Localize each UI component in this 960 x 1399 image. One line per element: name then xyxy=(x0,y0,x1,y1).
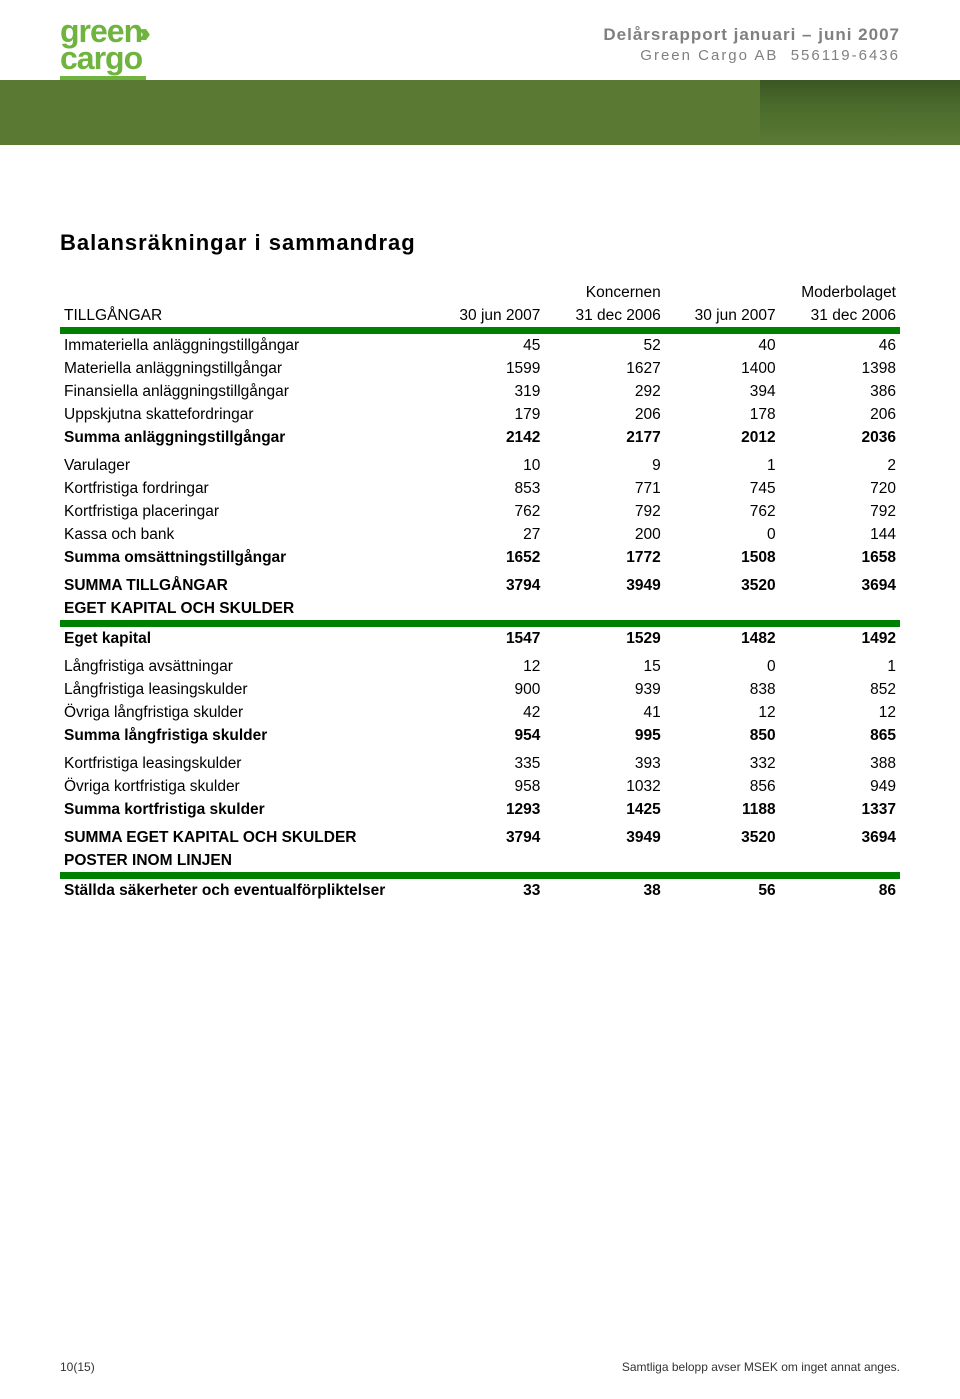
table-row: Övriga långfristiga skulder42411212 xyxy=(60,701,900,724)
table-row: Materiella anläggningstillgångar15991627… xyxy=(60,357,900,380)
table-row: Övriga kortfristiga skulder9581032856949 xyxy=(60,775,900,798)
table-row: Uppskjutna skattefordringar179206178206 xyxy=(60,403,900,426)
summa-ek-skulder-row: SUMMA EGET KAPITAL OCH SKULDER 3794 3949… xyxy=(60,826,900,849)
column-header: TILLGÅNGAR 30 jun 2007 31 dec 2006 30 ju… xyxy=(60,304,900,327)
train-image xyxy=(760,80,960,145)
table-row: Långfristiga avsättningar121501 xyxy=(60,655,900,678)
sum-omsattning-row: Summa omsättningstillgångar 1652 1772 15… xyxy=(60,546,900,569)
table-row: Immateriella anläggningstillgångar455240… xyxy=(60,334,900,357)
table-row: Finansiella anläggningstillgångar3192923… xyxy=(60,380,900,403)
footer-note: Samtliga belopp avser MSEK om inget anna… xyxy=(622,1360,900,1374)
eget-kapital-section: EGET KAPITAL OCH SKULDER xyxy=(60,597,900,620)
summa-tillgangar-row: SUMMA TILLGÅNGAR 3794 3949 3520 3694 xyxy=(60,574,900,597)
group-moderbolaget: Moderbolaget xyxy=(665,281,900,304)
table-row: Kassa och bank272000144 xyxy=(60,523,900,546)
balance-sheet-table: Koncernen Moderbolaget TILLGÅNGAR 30 jun… xyxy=(60,281,900,902)
assets-label: TILLGÅNGAR xyxy=(60,304,430,327)
logo-line2: cargo xyxy=(60,45,146,72)
logo: green›› cargo xyxy=(60,18,146,82)
page-number: 10(15) xyxy=(60,1360,95,1374)
report-title: Delårsrapport januari – juni 2007 xyxy=(603,25,900,45)
group-koncernen: Koncernen xyxy=(430,281,665,304)
table-row: Långfristiga leasingskulder900939838852 xyxy=(60,678,900,701)
stallda-sakerheter-row: Ställda säkerheter och eventualförplikte… xyxy=(60,879,900,902)
page-header: green›› cargo Delårsrapport januari – ju… xyxy=(60,0,900,170)
green-divider xyxy=(60,327,900,334)
sum-langfristiga-row: Summa långfristiga skulder 954 995 850 8… xyxy=(60,724,900,747)
table-row: Kortfristiga placeringar762792762792 xyxy=(60,500,900,523)
company-info: Green Cargo AB 556119-6436 xyxy=(603,47,900,64)
header-banner xyxy=(0,80,960,145)
green-divider xyxy=(60,620,900,627)
sum-kortfristiga-row: Summa kortfristiga skulder 1293 1425 118… xyxy=(60,798,900,821)
table-row: Varulager10912 xyxy=(60,454,900,477)
eget-kapital-row: Eget kapital 1547 1529 1482 1492 xyxy=(60,627,900,650)
header-text: Delårsrapport januari – juni 2007 Green … xyxy=(603,25,900,64)
section-title: Balansräkningar i sammandrag xyxy=(60,230,900,256)
table-row: Kortfristiga leasingskulder335393332388 xyxy=(60,752,900,775)
page-footer: 10(15) Samtliga belopp avser MSEK om ing… xyxy=(60,1360,900,1374)
green-divider xyxy=(60,872,900,879)
sum-anlaggning-row: Summa anläggningstillgångar 2142 2177 20… xyxy=(60,426,900,449)
poster-section: POSTER INOM LINJEN xyxy=(60,849,900,872)
table-row: Kortfristiga fordringar853771745720 xyxy=(60,477,900,500)
column-group-header: Koncernen Moderbolaget xyxy=(60,281,900,304)
